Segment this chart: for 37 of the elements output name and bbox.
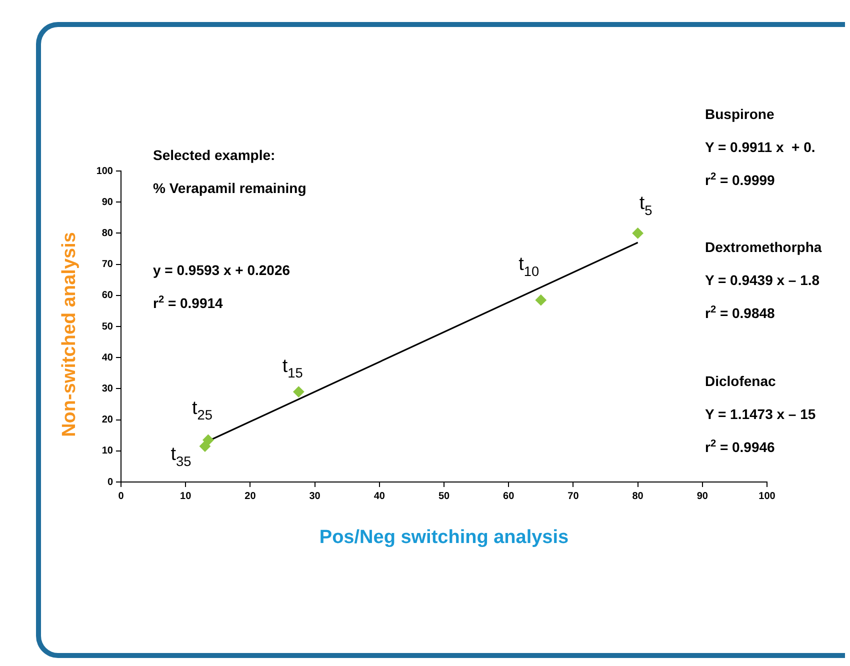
point <box>632 228 644 239</box>
y-tick-label: 90 <box>102 196 114 208</box>
x-tick-label: 80 <box>632 490 644 502</box>
x-tick-label: 0 <box>118 490 124 502</box>
y-tick-label: 30 <box>102 383 114 394</box>
y-tick-label: 20 <box>102 414 114 426</box>
x-tick-label: 100 <box>758 490 776 502</box>
point <box>199 440 210 452</box>
x-tick-label: 40 <box>374 490 386 502</box>
text: % Verapamil remaining <box>153 180 306 196</box>
annotation: Y = 1.1473 x – 15 <box>705 406 816 422</box>
annotation: Diclofenac <box>705 373 776 389</box>
y-tick-label: 70 <box>102 259 114 270</box>
y-tick-label: 60 <box>102 290 114 302</box>
annotation: Dextromethorpha <box>705 239 822 255</box>
x-tick-label: 60 <box>503 490 515 502</box>
x-tick-label: 30 <box>309 490 321 502</box>
x-tick-label: 10 <box>180 490 192 502</box>
text: Buspirone <box>705 106 774 122</box>
y-tick-label: 0 <box>107 476 114 488</box>
x-tick-label: 90 <box>696 490 708 502</box>
point <box>293 386 304 398</box>
y-tick-label: 100 <box>96 166 114 177</box>
y-tick-label: 40 <box>102 352 114 364</box>
y-tick-label: 80 <box>102 228 114 239</box>
x-axis-title: Pos/Neg switching analysis <box>319 527 569 548</box>
annotation: y = 0.9593 x + 0.2026 <box>153 262 290 278</box>
annotation: Y = 0.9439 x – 1.8 <box>705 272 820 288</box>
point <box>535 294 546 306</box>
x-tick-label: 50 <box>438 490 450 502</box>
y-tick-label: 50 <box>102 321 114 332</box>
y-axis-title: Non-switched analysis <box>59 232 80 437</box>
x-tick-label: 70 <box>568 490 580 502</box>
chart-title: Selected example: <box>153 147 276 163</box>
x-tick-label: 20 <box>244 490 256 502</box>
text: Y = 0.9911 x + 0. <box>705 139 816 155</box>
y-tick-label: 10 <box>102 446 114 457</box>
